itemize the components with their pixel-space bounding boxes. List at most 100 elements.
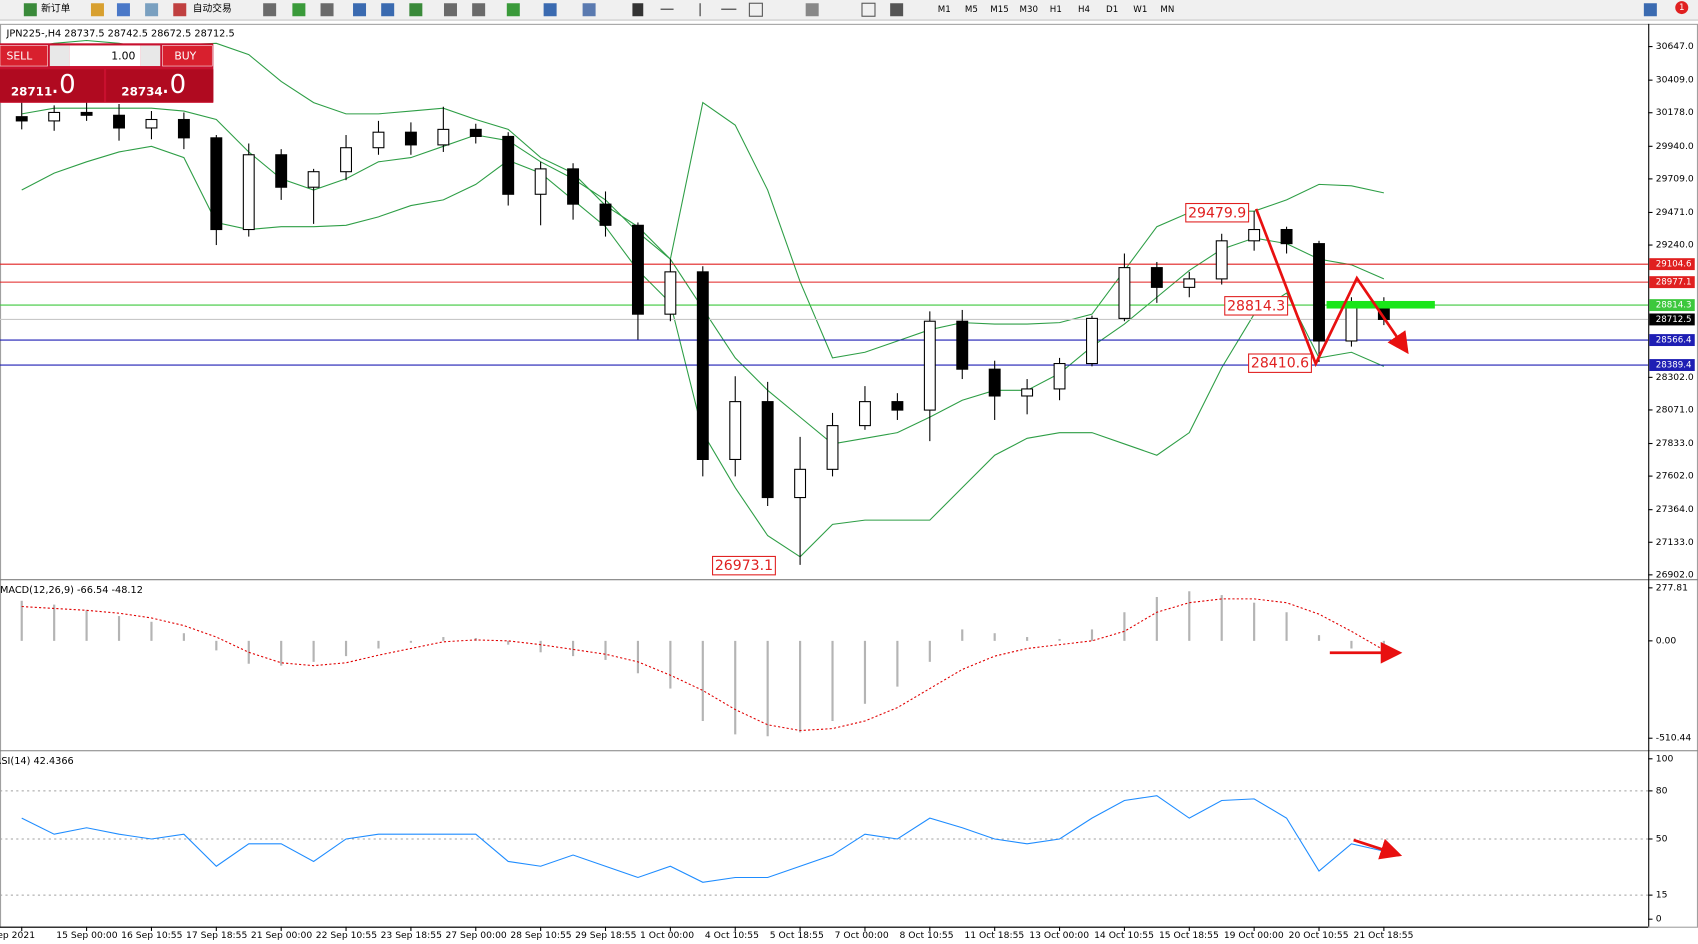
annotation: 29479.9	[1188, 205, 1246, 221]
level-label: 29104.6	[1656, 260, 1692, 270]
candle-body	[404, 131, 417, 146]
y-tick-label: 50	[1656, 833, 1668, 844]
icon[interactable]	[861, 2, 876, 17]
timeframe-button[interactable]: H1	[1050, 5, 1062, 15]
lot-field[interactable]	[69, 45, 141, 67]
toolbar-icons	[23, 1, 1689, 17]
x-tick-label: 14 Oct 10:55	[1094, 930, 1154, 941]
annotation: 28814.3	[1227, 298, 1285, 314]
icon[interactable]	[90, 3, 104, 17]
candle-body	[1280, 228, 1293, 245]
search-icon[interactable]	[1643, 3, 1657, 17]
icon[interactable]	[381, 3, 395, 17]
new-order-button[interactable]: 新订单	[41, 2, 70, 15]
timeframe-button[interactable]: M15	[990, 5, 1008, 15]
candle-body	[1086, 317, 1098, 365]
indicator-title: JPN225-,H4 28737.5 28742.5 28672.5 28712…	[5, 29, 234, 40]
candle-body	[210, 137, 223, 231]
icon[interactable]	[353, 3, 367, 17]
candle-body	[859, 401, 871, 427]
icon[interactable]	[263, 3, 277, 17]
ask-box[interactable]	[106, 69, 214, 102]
badge-count: 1	[1679, 3, 1685, 13]
bollinger-band	[21, 39, 1384, 359]
x-tick-label: 28 Sep 10:55	[510, 930, 571, 941]
ask-main: 28734	[121, 85, 162, 99]
level-label-box	[1649, 313, 1695, 326]
icon[interactable]	[116, 3, 130, 17]
icon[interactable]	[145, 3, 159, 17]
indicator-title: MACD(12,26,9) -66.54 -48.12	[0, 585, 143, 596]
timeframe-button[interactable]: M5	[965, 5, 978, 15]
x-tick-label: 15 Sep 00:00	[56, 930, 117, 941]
badge[interactable]	[1675, 1, 1689, 15]
icon[interactable]	[699, 3, 701, 17]
icon[interactable]	[721, 8, 737, 10]
timeframe-button[interactable]: H4	[1078, 5, 1091, 15]
annotation: 26973.1	[715, 558, 773, 574]
level-label: 28977.1	[1656, 278, 1692, 288]
icon[interactable]	[506, 3, 520, 17]
candle-body	[891, 401, 904, 411]
candle-body	[275, 154, 288, 188]
lot-value: 1.00	[111, 49, 135, 62]
sell-label: SELL	[6, 49, 32, 62]
icon[interactable]	[890, 3, 904, 17]
axes: 30647.0 30409.0 30178.0 29940.0 29709.0 29471…	[0, 41, 1695, 941]
timeframe-button[interactable]: W1	[1133, 5, 1147, 15]
candle-body	[502, 135, 515, 195]
timeframe-button[interactable]: MN	[1160, 5, 1174, 15]
y-tick-label: -510.44	[1656, 733, 1692, 744]
plot-area: JPN225-,H4 28737.5 28742.5 28672.5 28712…	[0, 29, 1649, 896]
icon[interactable]	[472, 3, 486, 17]
icon[interactable]	[292, 3, 306, 17]
lot-up[interactable]	[140, 45, 161, 67]
icon[interactable]	[632, 3, 644, 17]
timeframe-button[interactable]: M30	[1020, 5, 1038, 15]
candle-body	[696, 271, 709, 461]
bid-box[interactable]	[0, 69, 104, 102]
icon[interactable]	[748, 2, 763, 17]
x-tick-label: 20 Oct 10:55	[1289, 930, 1349, 941]
icon[interactable]	[543, 3, 557, 17]
macd-signal	[21, 598, 1385, 732]
candle-body	[1215, 240, 1228, 280]
y-tick-label: 80	[1656, 785, 1668, 796]
icon[interactable]	[443, 3, 457, 17]
lot-down[interactable]	[49, 45, 70, 67]
y-tick-label: 28071.0	[1656, 404, 1694, 415]
icon[interactable]	[409, 3, 423, 17]
level-label: 28814.3	[1656, 301, 1692, 311]
icon[interactable]	[320, 3, 334, 17]
timeframe-button[interactable]: M1	[938, 5, 951, 15]
timeframe-button[interactable]: D1	[1106, 5, 1118, 15]
candle-body	[48, 111, 61, 122]
icon[interactable]	[582, 3, 596, 17]
level-label-box	[1649, 359, 1695, 371]
candle-body	[469, 128, 482, 137]
candle-body	[988, 368, 1001, 397]
candle-body	[1313, 243, 1325, 342]
candle-body	[1021, 388, 1034, 397]
icon[interactable]	[805, 3, 819, 17]
sell-button[interactable]	[0, 45, 48, 67]
trade-panel: SELL 1.00 BUY 28711 .0 28734 .0	[0, 43, 214, 103]
y-tick-label: 0.00	[1656, 635, 1677, 646]
level-label-box	[1649, 276, 1695, 289]
y-tick-label: 27602.0	[1656, 471, 1694, 482]
x-tick-label: 5 Oct 18:55	[770, 930, 824, 941]
icon[interactable]	[660, 8, 674, 10]
candle-body	[80, 111, 93, 116]
x-tick-label: Sep 2021	[0, 930, 35, 941]
y-tick-label: 28302.0	[1656, 372, 1694, 383]
candle-body	[567, 168, 580, 205]
auto-trading-button[interactable]: 自动交易	[193, 2, 232, 15]
x-tick-label: 16 Sep 10:55	[121, 930, 182, 941]
y-tick-label: 29471.0	[1656, 207, 1694, 218]
candle-body	[923, 320, 936, 411]
buy-button[interactable]	[162, 45, 213, 67]
x-tick-label: 23 Sep 18:55	[381, 930, 442, 941]
icon[interactable]	[23, 3, 37, 17]
icon[interactable]	[173, 3, 187, 17]
